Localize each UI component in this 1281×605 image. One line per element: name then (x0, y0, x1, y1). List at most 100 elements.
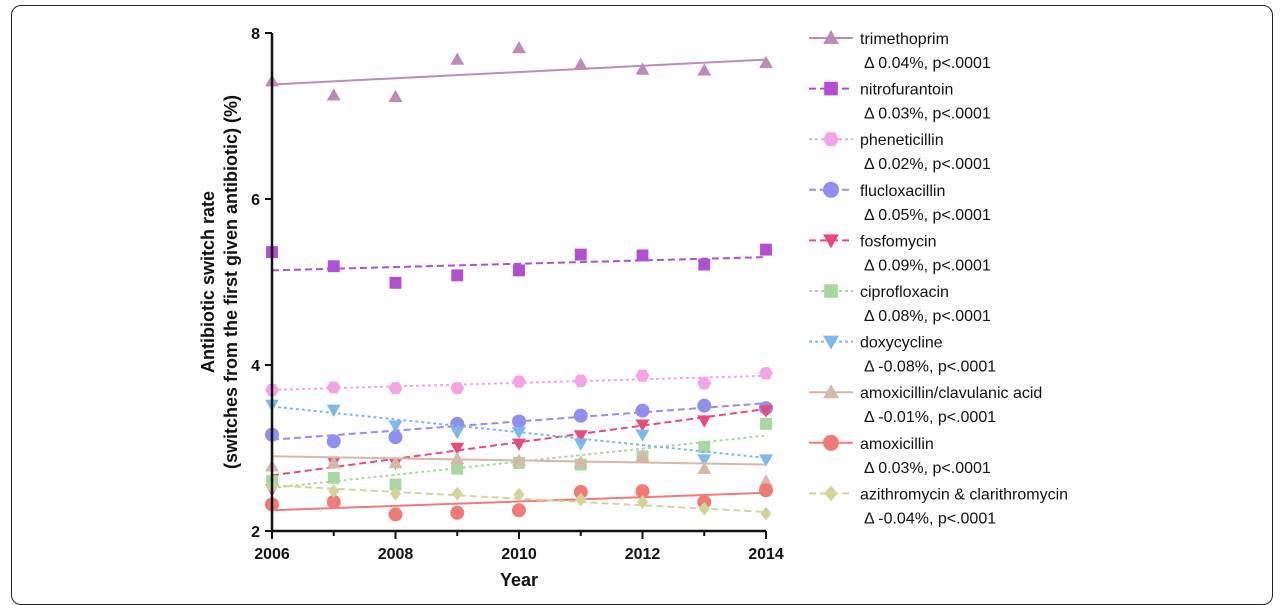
legend-series-name: fosfomycin (860, 233, 936, 250)
legend-series-name: doxycycline (860, 335, 943, 352)
data-point (636, 494, 649, 509)
data-point (635, 484, 650, 499)
x-tick-label: 2006 (254, 546, 290, 563)
data-point (697, 398, 712, 413)
data-point (573, 57, 588, 70)
data-point (512, 503, 526, 518)
data-point (635, 62, 650, 75)
legend-item: fosfomycin Δ 0.09%, p<.0001 (809, 233, 991, 274)
data-point (326, 494, 341, 509)
legend-series-name: azithromycin & clarithromycin (860, 486, 1068, 503)
legend: trimethoprim Δ 0.04%, p<.0001 nitrofuranto… (809, 30, 1068, 527)
legend-series-stat: Δ 0.08%, p<.0001 (864, 308, 991, 325)
data-point (573, 484, 588, 499)
data-point (326, 381, 341, 394)
data-point (698, 258, 711, 271)
data-point (573, 408, 588, 423)
legend-item: flucloxacillin Δ 0.05%, p<.0001 (809, 181, 991, 224)
data-point (573, 438, 588, 451)
series-0 (265, 40, 773, 103)
legend-marker (823, 335, 839, 350)
legend-series-name: amoxicillin (860, 436, 934, 453)
data-point (328, 484, 340, 499)
data-point (697, 461, 712, 474)
data-point (388, 430, 403, 445)
y-axis-title-line2: (switches from the first given antibioti… (221, 95, 241, 469)
data-point (697, 415, 712, 428)
data-point (450, 52, 465, 65)
switch-rate-chart: 2 4 6 8 2006 2008 2010 2012 2014 Year Antibiotic… (198, 26, 1068, 590)
data-point (573, 455, 588, 468)
x-tick-label: 2008 (378, 546, 414, 563)
series-trend-line (271, 407, 767, 477)
data-point (635, 429, 650, 442)
tick-labels: 2 4 6 8 2006 2008 2010 2012 2014 (251, 26, 784, 563)
data-point (635, 403, 650, 418)
y-tick-label: 8 (251, 26, 260, 43)
data-point (450, 426, 465, 440)
legend-item: nitrofurantoin Δ 0.03%, p<.0001 (809, 82, 991, 123)
data-point (574, 248, 587, 261)
legend-series-stat: Δ -0.04%, p<.0001 (864, 510, 996, 527)
data-point (636, 249, 649, 262)
legend-series-name: ciprofloxacin (860, 284, 949, 301)
legend-series-stat: Δ 0.05%, p<.0001 (864, 207, 991, 224)
y-tick-label: 4 (251, 358, 260, 375)
data-point (327, 471, 340, 484)
data-point (326, 434, 341, 449)
data-point (389, 486, 402, 501)
x-axis-title: Year (500, 570, 538, 590)
data-point (451, 462, 464, 475)
data-point (512, 438, 526, 451)
data-point (388, 455, 403, 469)
data-point (512, 40, 526, 54)
series-trend-line (271, 491, 767, 512)
legend-item: pheneticillin Δ 0.02%, p<.0001 (809, 132, 991, 173)
legend-marker (823, 30, 839, 44)
data-point (573, 374, 588, 387)
legend-item: amoxicillin Δ 0.03%, p<.0001 (809, 434, 991, 477)
y-tick-label: 2 (251, 524, 260, 541)
data-point (512, 426, 526, 440)
legend-series-stat: Δ -0.01%, p<.0001 (864, 409, 996, 426)
data-point (575, 492, 587, 507)
data-point (759, 367, 773, 380)
legend-item: amoxicillin/clavulanic acid Δ -0.01%, p<.… (809, 384, 1042, 426)
y-axis-title-line1: Antibiotic switch rate (198, 191, 218, 373)
data-point (513, 487, 525, 502)
x-tick-label: 2010 (501, 546, 537, 563)
data-point (388, 89, 403, 103)
plot-area (265, 40, 773, 522)
legend-marker (823, 434, 839, 451)
legend-series-stat: Δ 0.09%, p<.0001 (864, 257, 991, 274)
legend-series-name: nitrofurantoin (860, 82, 953, 99)
series-trend-line (271, 58, 767, 86)
data-point (450, 451, 465, 465)
series-7 (265, 449, 773, 487)
legend-marker (823, 132, 839, 147)
data-point (388, 507, 403, 522)
data-point (326, 404, 341, 417)
data-point (326, 455, 341, 469)
data-point (759, 454, 773, 467)
data-point (388, 382, 403, 395)
data-point (760, 417, 772, 430)
data-point (327, 260, 340, 273)
data-point (389, 478, 402, 491)
legend-series-name: flucloxacillin (860, 183, 945, 200)
legend-item: trimethoprim Δ 0.04%, p<.0001 (809, 30, 991, 72)
data-point (759, 55, 773, 69)
data-point (635, 369, 650, 382)
legend-series-stat: Δ 0.02%, p<.0001 (864, 156, 991, 173)
data-point (573, 430, 588, 443)
legend-series-name: pheneticillin (860, 132, 944, 149)
legend-series-stat: Δ 0.03%, p<.0001 (864, 460, 991, 477)
legend-marker (823, 384, 839, 399)
data-point (697, 377, 712, 390)
data-point (760, 243, 772, 256)
data-point (513, 264, 525, 277)
legend-series-stat: Δ 0.03%, p<.0001 (864, 106, 991, 123)
x-tick-label: 2012 (625, 546, 661, 563)
data-point (697, 63, 712, 76)
legend-marker (824, 485, 838, 502)
